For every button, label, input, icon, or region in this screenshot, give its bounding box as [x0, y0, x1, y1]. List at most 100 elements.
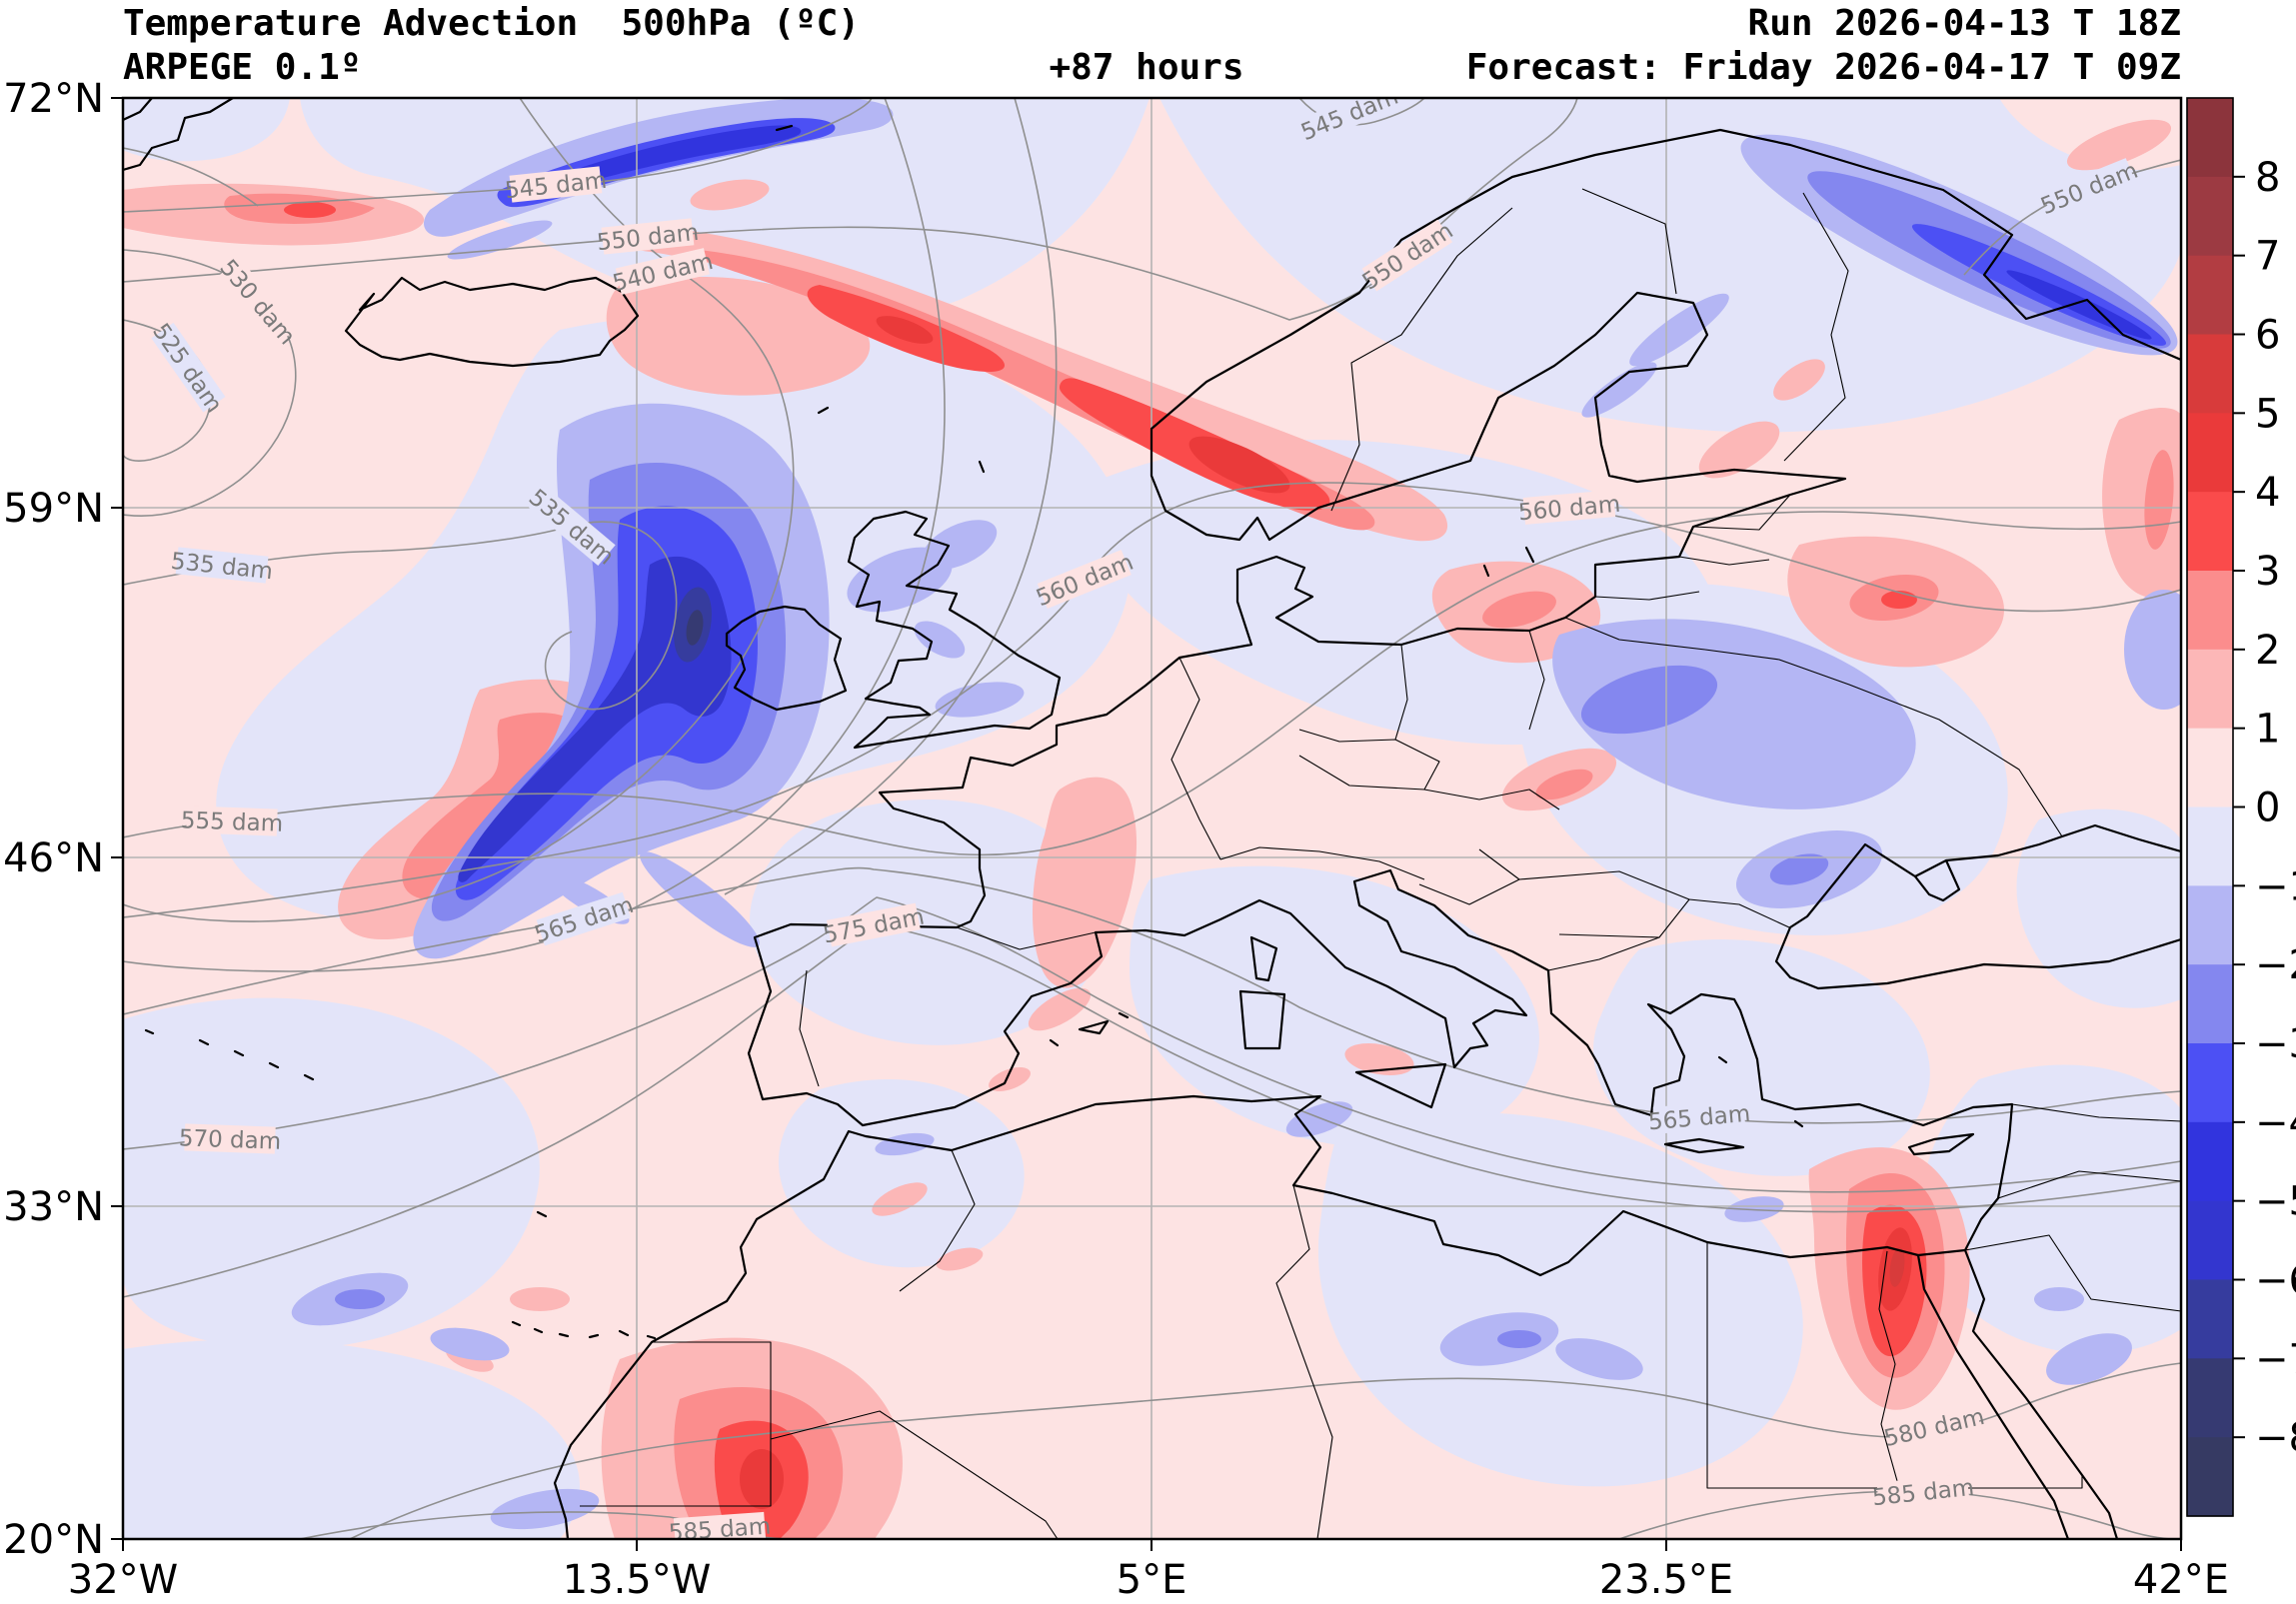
contour-label-bg [601, 218, 695, 255]
advection-region [430, 1327, 510, 1361]
contour-label-bg [1037, 550, 1132, 610]
height-contour-line [123, 511, 2181, 856]
contour-label-bg [536, 891, 632, 946]
coastline [1118, 1011, 1130, 1019]
lead-time-label: +87 hours [1049, 47, 1244, 88]
advection-region [123, 98, 290, 162]
colorbar-segment [2187, 1121, 2233, 1202]
country-border [1783, 192, 1849, 462]
colorbar-segment [2187, 728, 2233, 808]
coastline [511, 1320, 657, 1340]
colorbar-tick-label: 2 [2255, 628, 2280, 674]
colorbar-segment [2187, 1437, 2233, 1517]
advection-region [2046, 1333, 2132, 1385]
advection-region [458, 556, 732, 882]
advection-region [1497, 1330, 1541, 1348]
advection-region [1769, 853, 1829, 885]
colorbar-tick-label: 1 [2255, 707, 2280, 753]
advection-region [2124, 590, 2181, 710]
coastline [123, 98, 235, 172]
height-contour-line [123, 147, 259, 207]
coastline [1238, 989, 1286, 1050]
coastline [1907, 1132, 1975, 1156]
colorbar-segment [2187, 964, 2233, 1044]
coastline [144, 1028, 315, 1081]
advection-region [1028, 987, 1092, 1031]
colorbar-tick-label: 8 [2255, 155, 2280, 201]
country-border [2011, 1103, 2181, 1122]
country-border [1275, 1184, 1333, 1539]
advection-region [686, 610, 704, 646]
height-contour-line [123, 923, 2181, 1298]
country-border [1581, 188, 1677, 295]
contour-label: 555 dam [180, 805, 284, 837]
country-border [1964, 1170, 2181, 1312]
advection-region [1889, 1247, 1905, 1287]
advection-region [2006, 270, 2152, 340]
x-tick-label: 32°W [68, 1557, 178, 1603]
advection-region [750, 800, 1105, 1045]
advection-region [640, 851, 760, 947]
contour-label-bg [1522, 490, 1616, 525]
forecast-label: Forecast: Friday 2026-04-17 T 09Z [1465, 47, 2181, 88]
advection-region [935, 682, 1025, 718]
colorbar-tick-label: −7 [2255, 1336, 2296, 1382]
coastline [1793, 1119, 1804, 1128]
coastline [847, 510, 1062, 750]
height-contour-line [123, 98, 873, 213]
coastline [1963, 1248, 2119, 1539]
chart-title: Temperature Advection 500hPa (ºC) [123, 3, 860, 44]
coastline [775, 124, 794, 132]
coastline [1663, 1137, 1745, 1154]
colorbar-tick-label: 6 [2255, 313, 2280, 359]
colorbar-tick-label: −1 [2255, 863, 2296, 909]
contour-label-bg [186, 805, 278, 836]
colorbar-segment [2187, 255, 2233, 336]
colorbar-segment [2187, 649, 2233, 730]
colorbar-segment [2187, 413, 2233, 493]
y-tick-label: 72°N [3, 76, 104, 122]
x-tick-label: 13.5°W [563, 1557, 712, 1603]
height-contour-line [123, 249, 297, 518]
coastline [1524, 546, 1535, 564]
coastline [817, 406, 830, 415]
colorbar-tick-label: −2 [2255, 942, 2296, 988]
advection-region [510, 1287, 570, 1311]
coastline [978, 460, 986, 474]
coastline [1249, 935, 1278, 982]
advection-region [1188, 436, 1290, 494]
advection-region [123, 1339, 580, 1539]
colorbar-segment [2187, 334, 2233, 414]
coastline [553, 291, 2014, 1539]
height-contour-line [349, 1362, 2181, 1539]
colorbar-tick-label: 0 [2255, 786, 2280, 831]
warm-advection-regions [123, 119, 2181, 1539]
colorbar-tick-label: 5 [2255, 391, 2280, 437]
advection-region [300, 98, 1149, 324]
colorbar-tick-label: −6 [2255, 1258, 2296, 1304]
model-label: ARPEGE 0.1º [123, 47, 362, 88]
advection-region [1552, 619, 1916, 809]
contour-label-bg [1652, 1099, 1746, 1134]
coastline [536, 1210, 548, 1218]
coastlines [123, 98, 2181, 1539]
advection-region [914, 621, 966, 659]
coastline [1788, 937, 2181, 990]
y-tick-label: 33°N [3, 1184, 104, 1230]
advection-region [2034, 1287, 2084, 1311]
advection-region [1881, 591, 1917, 609]
contour-label-bg [673, 1511, 767, 1539]
advection-region [1629, 293, 1729, 367]
cold-advection-weak [123, 98, 2181, 1539]
coastline [1149, 128, 2181, 537]
advection-region [123, 997, 540, 1349]
country-border [799, 969, 820, 1087]
x-tick-label: 23.5°E [1599, 1557, 1733, 1603]
advection-region [447, 220, 553, 260]
coastline [1049, 1038, 1060, 1047]
coastline [1354, 1062, 1447, 1109]
colorbar: 8 7 6 5 4 3 2 1 0 −1 −2 −3 −4 −5 −6 −7 −8 [2186, 97, 2296, 1517]
advection-region [1555, 1338, 1643, 1380]
country-border [1330, 207, 1513, 512]
advection-region [490, 1488, 600, 1530]
